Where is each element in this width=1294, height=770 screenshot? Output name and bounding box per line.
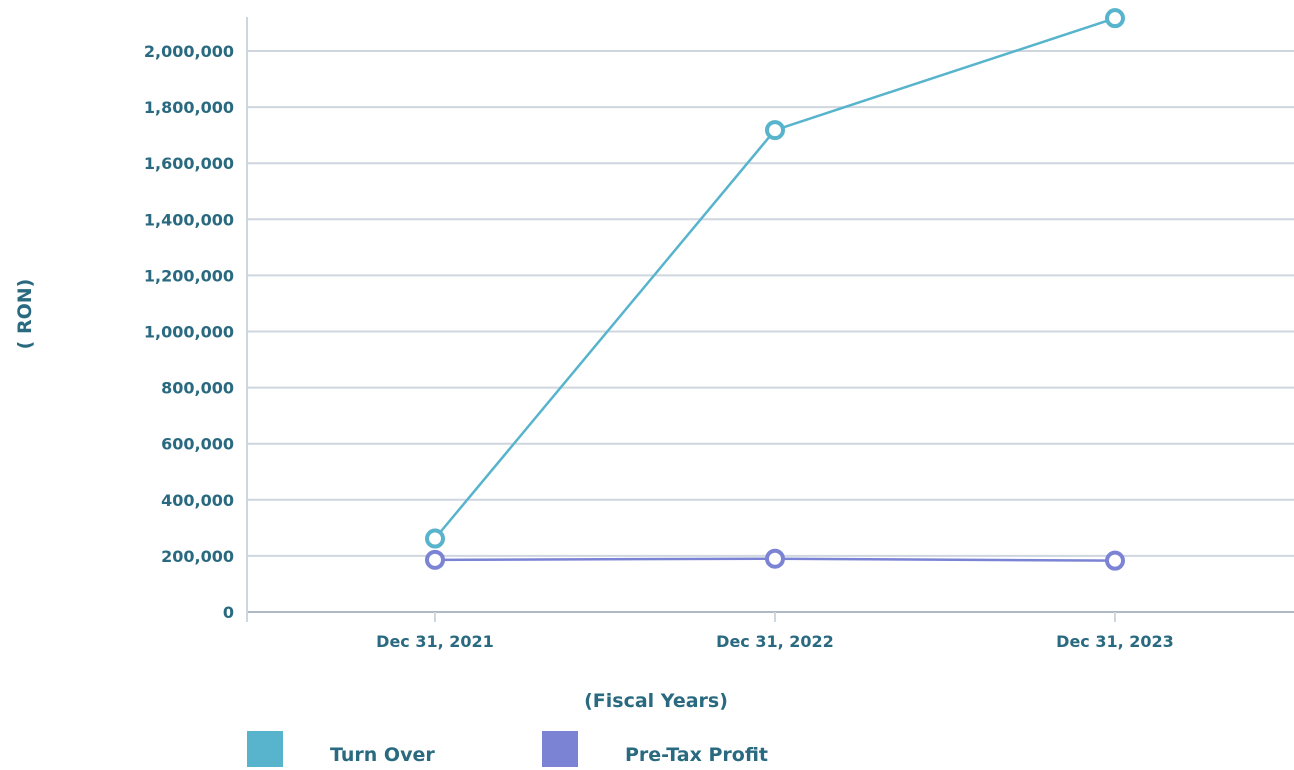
y-tick-label: 2,000,000 <box>144 42 234 61</box>
series-layer <box>425 8 1125 571</box>
legend-item: Pre-Tax Profit <box>542 731 768 767</box>
data-point <box>765 548 785 569</box>
legend: Turn Over Pre-Tax Profit <box>247 731 768 767</box>
y-tick-label: 1,000,000 <box>144 323 234 342</box>
y-tick-label: 200,000 <box>161 547 234 566</box>
data-point <box>765 120 785 141</box>
axis-layer <box>246 17 1116 622</box>
series-pre-tax-profit <box>425 548 1125 571</box>
x-axis-title: (Fiscal Years) <box>584 690 728 712</box>
data-point <box>425 549 445 570</box>
x-tick-labels: Dec 31, 2021 Dec 31, 2022 Dec 31, 2023 <box>376 632 1174 651</box>
legend-swatch <box>542 731 578 767</box>
legend-label: Pre-Tax Profit <box>625 744 768 766</box>
legend-item: Turn Over <box>247 731 435 767</box>
y-tick-label: 600,000 <box>161 435 234 454</box>
y-axis-title: ( RON) <box>14 279 36 350</box>
data-point <box>1105 550 1125 571</box>
legend-label: Turn Over <box>330 744 435 766</box>
legend-swatch <box>247 731 283 767</box>
x-tick-label: Dec 31, 2021 <box>376 632 494 651</box>
data-point <box>1105 8 1125 29</box>
y-tick-label: 1,600,000 <box>144 154 234 173</box>
y-tick-label: 1,200,000 <box>144 266 234 285</box>
grid-layer <box>247 50 1294 613</box>
y-tick-label: 400,000 <box>161 491 234 510</box>
y-tick-label: 1,400,000 <box>144 210 234 229</box>
y-tick-label: 1,800,000 <box>144 98 234 117</box>
y-tick-labels: 0 200,000 400,000 600,000 800,000 1,000,000 1,… <box>144 42 234 622</box>
y-tick-label: 800,000 <box>161 379 234 398</box>
x-tick-label: Dec 31, 2022 <box>716 632 834 651</box>
x-tick-label: Dec 31, 2023 <box>1056 632 1174 651</box>
data-point <box>425 528 445 549</box>
series-turn-over <box>425 8 1125 549</box>
y-tick-label: 0 <box>223 603 234 622</box>
series-line <box>434 16 1116 540</box>
